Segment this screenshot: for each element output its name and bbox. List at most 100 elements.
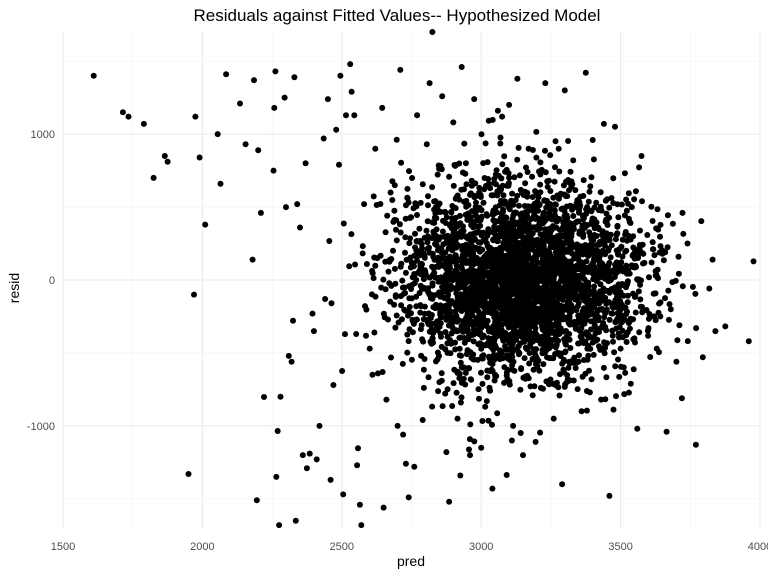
- y-tick-label: -1000: [27, 421, 55, 433]
- data-point: [550, 194, 557, 201]
- data-point: [584, 309, 591, 316]
- data-point: [579, 320, 586, 327]
- data-point: [516, 276, 523, 283]
- data-point: [408, 259, 415, 266]
- data-point: [486, 253, 493, 259]
- data-point: [602, 197, 609, 204]
- data-point: [454, 368, 461, 375]
- data-point: [456, 345, 463, 352]
- data-point: [449, 323, 455, 330]
- data-point: [533, 360, 540, 367]
- data-point: [679, 283, 686, 290]
- data-point: [637, 227, 643, 234]
- data-point: [512, 318, 519, 325]
- data-point: [530, 366, 537, 373]
- data-point: [527, 268, 534, 275]
- data-point: [645, 325, 652, 332]
- data-point: [492, 171, 499, 178]
- data-point: [500, 283, 507, 290]
- data-point: [261, 394, 267, 400]
- data-point: [426, 291, 433, 298]
- data-point: [465, 306, 472, 313]
- data-point: [487, 387, 494, 394]
- data-point: [549, 223, 556, 230]
- data-point: [511, 290, 518, 297]
- data-point: [515, 343, 522, 349]
- data-point: [391, 301, 398, 308]
- data-point: [382, 229, 389, 236]
- data-point: [421, 285, 428, 292]
- data-point: [550, 313, 557, 319]
- x-tick-label: 3000: [469, 541, 493, 553]
- data-point: [557, 350, 564, 357]
- data-point: [468, 376, 475, 383]
- data-point: [462, 211, 469, 218]
- data-point: [466, 295, 473, 302]
- data-point: [468, 182, 475, 189]
- data-point: [621, 170, 628, 177]
- data-point: [516, 202, 522, 209]
- data-point: [504, 366, 511, 373]
- data-point: [402, 249, 408, 256]
- data-point: [451, 234, 458, 241]
- data-point: [444, 289, 451, 296]
- data-point: [418, 260, 425, 267]
- data-point: [446, 265, 453, 272]
- data-point: [553, 218, 560, 225]
- data-point: [517, 328, 524, 335]
- data-point: [492, 373, 499, 380]
- data-point: [452, 339, 458, 346]
- data-point: [542, 80, 549, 87]
- data-point: [545, 277, 552, 284]
- data-point: [638, 153, 645, 159]
- data-point: [463, 243, 470, 250]
- data-point: [476, 184, 483, 191]
- chart-title: Residuals against Fitted Values-- Hypoth…: [194, 6, 601, 25]
- data-point: [402, 215, 409, 222]
- data-point: [342, 331, 348, 338]
- data-point: [521, 262, 528, 269]
- data-point: [532, 254, 539, 261]
- data-point: [316, 422, 323, 429]
- data-point: [276, 522, 283, 529]
- data-point: [370, 193, 377, 200]
- data-point: [500, 192, 507, 199]
- data-point: [547, 152, 554, 159]
- data-point: [503, 214, 510, 221]
- data-point: [478, 345, 485, 352]
- data-point: [407, 235, 414, 242]
- data-point: [412, 230, 418, 237]
- data-point: [559, 249, 566, 256]
- data-point: [664, 244, 671, 251]
- data-point: [456, 230, 463, 237]
- data-point: [479, 380, 486, 387]
- data-point: [253, 497, 260, 504]
- x-tick-label: 2000: [190, 541, 214, 553]
- data-point: [553, 250, 560, 257]
- data-point: [603, 216, 610, 223]
- data-point: [451, 162, 458, 168]
- data-point: [498, 175, 505, 182]
- data-point: [471, 438, 478, 445]
- data-point: [306, 450, 313, 457]
- data-point: [492, 253, 499, 260]
- data-point: [438, 314, 444, 321]
- data-point: [398, 316, 405, 323]
- data-point: [536, 293, 542, 300]
- data-point: [654, 206, 661, 213]
- data-point: [412, 244, 419, 251]
- data-point: [372, 262, 379, 269]
- data-point: [450, 182, 457, 189]
- data-point: [636, 329, 643, 336]
- data-point: [274, 428, 281, 434]
- data-point: [479, 418, 486, 424]
- data-point: [554, 331, 561, 338]
- data-point: [624, 329, 631, 336]
- data-point: [506, 174, 513, 181]
- data-point: [552, 138, 559, 145]
- data-point: [595, 317, 602, 324]
- data-point: [472, 268, 479, 275]
- data-point: [551, 268, 558, 275]
- data-point: [404, 349, 411, 356]
- data-point: [428, 312, 435, 318]
